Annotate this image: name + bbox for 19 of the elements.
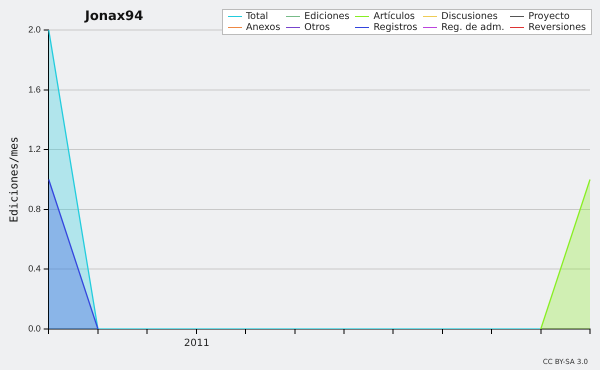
legend-label: Discusiones	[440, 11, 499, 22]
y-tick-label: 0.4	[28, 264, 41, 274]
y-axis-title: Ediciones/mes	[7, 136, 20, 223]
chart-title: Jonax94	[85, 9, 144, 24]
y-tick-label: 0.8	[28, 204, 41, 214]
legend-label: Reg. de adm.	[440, 22, 504, 33]
legend-label: Otros	[303, 22, 331, 33]
legend-label: Anexos	[244, 22, 280, 33]
y-tick-label: 1.6	[28, 84, 41, 94]
y-tick-label: 2.0	[28, 24, 41, 34]
legend-label: Total	[244, 11, 270, 22]
legend-label: Registros	[372, 22, 418, 33]
legend-label: Proyecto	[527, 11, 571, 22]
y-tick-label: 1.2	[28, 144, 41, 154]
text: 2011	[184, 338, 210, 349]
legend-label: Artículos	[372, 11, 416, 22]
legend-label: Reversiones	[527, 22, 586, 33]
y-tick-label: 0.0	[28, 323, 41, 334]
legend-label: Ediciones	[303, 11, 350, 22]
